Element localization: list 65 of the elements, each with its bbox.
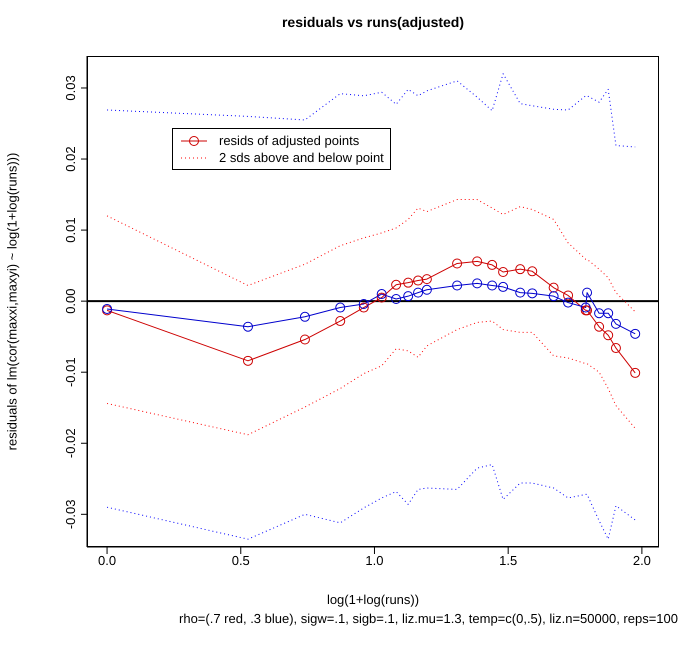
- y-tick-label: -0.02: [63, 428, 78, 458]
- point: [610, 343, 621, 354]
- point: [376, 289, 387, 300]
- y-tick-label: 0.02: [63, 146, 78, 172]
- point: [548, 282, 559, 293]
- point: [603, 330, 614, 340]
- point: [391, 294, 402, 304]
- point: [376, 292, 387, 303]
- legend-label: 2 sds above and below point: [219, 149, 384, 166]
- point: [515, 288, 526, 298]
- text: rho=(.7 red, .3 blue), sigw=.1, sigb=.1, liz.mu=1.3, temp=c(0,.5), liz.n=50000, reps=100: [178, 611, 678, 626]
- x-tick-label: 2.0: [632, 553, 651, 568]
- point: [603, 308, 614, 318]
- x-axis-title: log(1+log(runs)): [326, 592, 420, 607]
- legend-label: resids of adjusted points: [219, 132, 360, 149]
- point: [594, 308, 604, 318]
- line-series: [106, 320, 636, 436]
- point: [358, 302, 369, 313]
- y-tick-label: 0.00: [63, 288, 78, 314]
- point: [242, 322, 253, 332]
- chart-title: residuals vs runs(adjusted): [280, 14, 466, 30]
- point: [563, 290, 574, 300]
- point: [403, 278, 414, 288]
- point: [422, 284, 432, 295]
- point: [580, 302, 591, 313]
- y-axis-title: residuals of lm(cor(maxxi,maxyi) ~ log(1+log(runs))): [4, 152, 20, 450]
- point: [515, 264, 526, 274]
- point: [413, 276, 424, 286]
- point: [335, 316, 346, 326]
- point: [487, 260, 498, 270]
- point: [487, 280, 498, 291]
- y-tick-label: 0.03: [63, 75, 78, 101]
- point: [630, 328, 640, 339]
- point: [403, 291, 414, 302]
- point: [335, 302, 346, 313]
- point: [422, 274, 432, 284]
- point: [391, 280, 402, 290]
- point: [472, 278, 482, 288]
- line-series: [106, 199, 636, 312]
- point: [610, 318, 621, 329]
- y-tick-label: -0.01: [63, 357, 78, 388]
- point: [472, 256, 482, 266]
- x-tick-label: 1.0: [365, 553, 384, 568]
- x-tick-label: 0.0: [98, 553, 116, 568]
- point: [548, 291, 559, 302]
- line-series: [106, 464, 636, 540]
- point: [300, 312, 310, 322]
- point: [300, 334, 310, 345]
- point: [563, 298, 574, 308]
- point: [242, 356, 253, 366]
- point: [527, 288, 538, 298]
- point: [594, 322, 604, 332]
- x-tick-label: 0.5: [232, 553, 250, 568]
- point: [527, 266, 538, 276]
- point: [452, 258, 462, 268]
- y-tick-label: -0.03: [63, 499, 78, 530]
- point: [498, 267, 508, 278]
- point: [630, 368, 640, 378]
- point: [413, 288, 424, 298]
- point: [582, 288, 592, 298]
- y-tick-label: 0.01: [63, 217, 78, 243]
- point: [358, 298, 369, 309]
- x-tick-label: 1.5: [499, 553, 518, 568]
- point: [498, 282, 508, 292]
- point: [452, 280, 462, 291]
